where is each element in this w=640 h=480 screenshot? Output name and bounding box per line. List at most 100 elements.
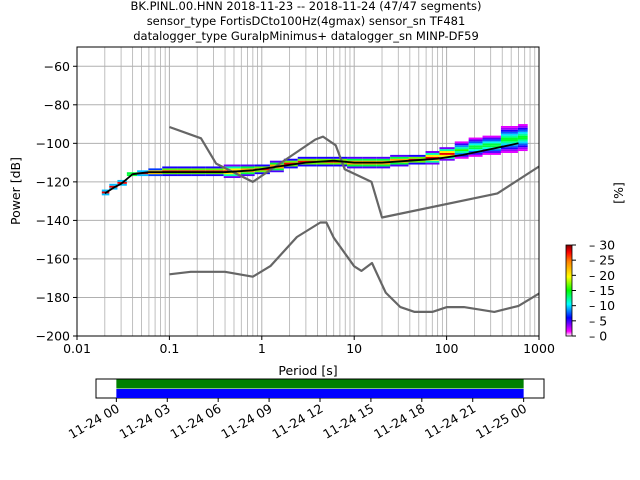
psd-cell	[500, 147, 518, 150]
psd-cell	[500, 141, 518, 144]
psd-cell	[148, 170, 163, 173]
timeline-tick-label: 11-24 06	[168, 401, 224, 442]
psd-cell	[425, 162, 440, 165]
colorbar-ticks: – 0– 5– 10– 15– 20– 25– 30	[572, 238, 615, 344]
title-line-2: sensor_type FortisDCto100Hz(4gmax) senso…	[147, 14, 466, 28]
psd-cell	[101, 193, 110, 196]
psd-cell	[362, 156, 377, 159]
psd-cell	[148, 168, 163, 171]
mean-psd	[104, 142, 519, 195]
noise-models	[169, 125, 540, 313]
psd-cell	[316, 164, 334, 167]
psd-cell	[205, 168, 224, 171]
psd-cell	[254, 170, 270, 173]
mean-psd-line	[104, 142, 519, 195]
psd-cell	[468, 147, 483, 150]
psd-cell	[454, 156, 469, 159]
colorbar-tick-label: – 15	[589, 283, 615, 298]
timeline-tick-label: 11-24 15	[320, 401, 376, 442]
psd-cell	[297, 162, 317, 165]
psd-cell	[148, 174, 163, 177]
psd-cell	[376, 156, 391, 159]
psd-cell	[240, 166, 255, 169]
psd-cell	[177, 166, 192, 169]
timeline-tick-label: 11-24 12	[269, 401, 325, 442]
psd-cell	[297, 156, 317, 159]
psd-cell	[283, 160, 298, 163]
psd-cell	[439, 151, 455, 153]
psd-cell	[191, 166, 206, 169]
colorbar-tick-label: – 20	[589, 268, 615, 283]
psd-cell	[205, 174, 224, 177]
psd-cell	[109, 183, 118, 186]
psd-cell	[454, 151, 469, 153]
psd-cell	[482, 151, 501, 153]
psd-cell	[390, 164, 409, 167]
psd-cell	[500, 135, 518, 138]
chart-title: BK.PINL.00.HNN 2018-11-23 -- 2018-11-24 …	[130, 0, 481, 43]
psd-cell	[468, 154, 483, 157]
psd-cell	[254, 164, 270, 167]
psd-cell	[468, 139, 483, 142]
psd-cell	[347, 164, 363, 167]
psd-cell	[517, 137, 528, 140]
psd-cell	[500, 125, 518, 128]
psd-cell	[177, 174, 192, 177]
psd-cell	[347, 156, 363, 159]
psd-cell	[362, 164, 377, 167]
psd-cell	[316, 158, 334, 161]
psd-cell	[162, 168, 178, 171]
psd-cell	[500, 133, 518, 136]
psd-cell	[362, 162, 377, 165]
colorbar-tick-label: – 10	[589, 298, 615, 313]
psd-cell	[468, 143, 483, 146]
psd-cell	[500, 129, 518, 132]
psd-cell	[468, 149, 483, 152]
psd-cell	[408, 160, 426, 163]
psd-cell	[517, 127, 528, 130]
colorbar-tick-label: – 5	[589, 313, 607, 328]
psd-cell	[137, 170, 149, 173]
psd-cell	[316, 162, 334, 165]
x-tick-label: 1	[258, 341, 266, 356]
y-tick-label: −200	[36, 329, 70, 344]
colorbar-tick-label: – 25	[589, 253, 615, 268]
psd-cell	[517, 141, 528, 144]
psd-cell	[376, 162, 391, 165]
psd-cell	[482, 141, 501, 144]
psd-cell	[439, 158, 455, 161]
psd-cell	[482, 139, 501, 142]
psd-cell	[500, 151, 518, 153]
psd-cell	[191, 172, 206, 175]
y-tick-label: −180	[36, 290, 70, 305]
psd-cell	[347, 158, 363, 161]
psd-cell	[454, 145, 469, 148]
psd-cell	[240, 164, 255, 167]
psd-cell	[191, 170, 206, 173]
psd-cell	[439, 149, 455, 152]
psd-cell	[408, 156, 426, 159]
psd-cell	[390, 156, 409, 159]
colorbar-label: [%]	[611, 182, 626, 204]
psd-cell	[517, 133, 528, 136]
psd-cell	[425, 156, 440, 159]
psd-cell	[376, 158, 391, 161]
psd-cell	[362, 166, 377, 169]
colorbar-scale	[565, 244, 573, 337]
psd-cell	[162, 174, 178, 177]
coverage-bar-processed	[116, 389, 524, 398]
psd-cell	[517, 125, 528, 128]
psd-cell	[500, 131, 518, 134]
y-tick-label: −120	[36, 174, 70, 189]
psd-cell	[283, 162, 298, 165]
psd-cell	[205, 170, 224, 173]
psd-cell	[191, 174, 206, 177]
psd-cell	[482, 143, 501, 146]
psd-cell	[126, 172, 138, 175]
psd-cell	[137, 174, 149, 177]
psd-cell	[269, 168, 284, 171]
psd-cell	[297, 158, 317, 161]
psd-cell	[109, 185, 118, 188]
psd-cell	[454, 152, 469, 155]
timeline-tick-label: 11-24 21	[422, 401, 478, 442]
